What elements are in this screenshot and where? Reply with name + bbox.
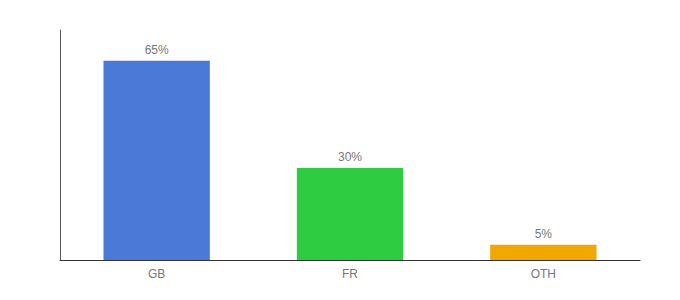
svg-text:5%: 5% xyxy=(535,227,553,241)
svg-text:GB: GB xyxy=(148,267,165,281)
svg-text:65%: 65% xyxy=(145,43,169,57)
svg-text:OTH: OTH xyxy=(531,267,556,281)
svg-text:FR: FR xyxy=(342,267,358,281)
svg-text:30%: 30% xyxy=(338,150,362,164)
